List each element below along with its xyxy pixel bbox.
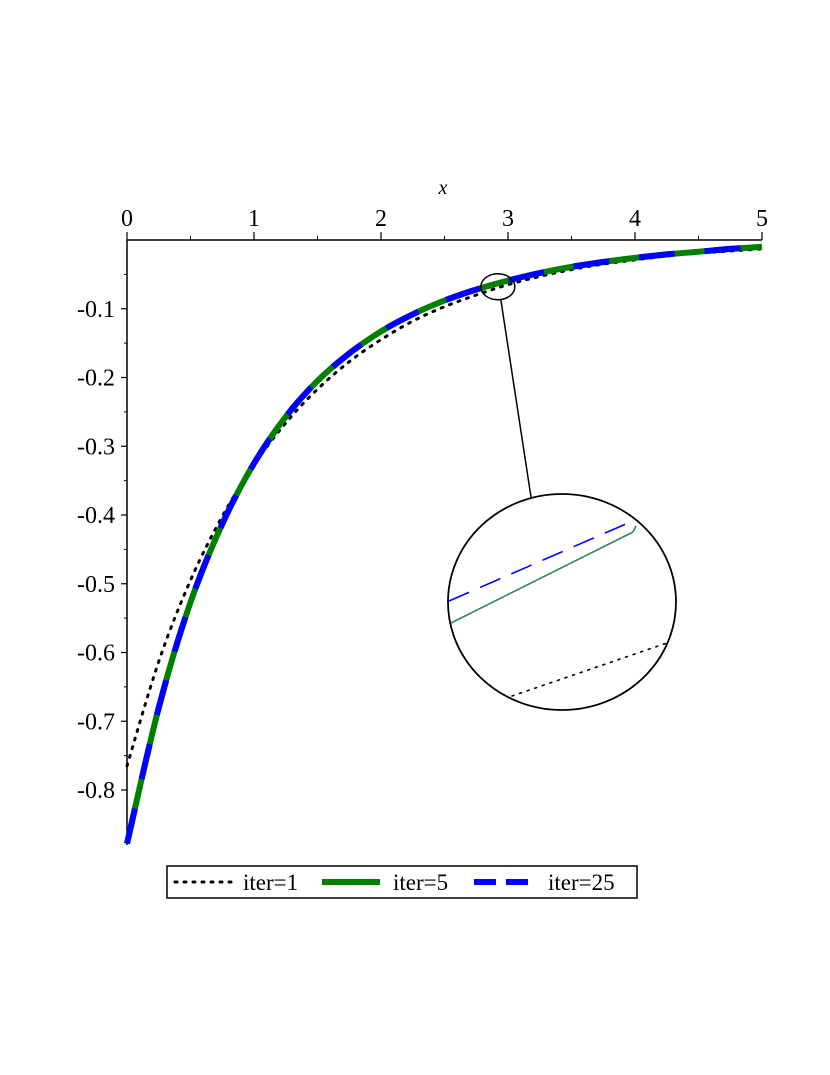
series-layer [124,243,764,845]
legend-box [166,865,638,899]
x-tick-label: 3 [502,206,514,232]
x-tick-label: 5 [756,206,768,232]
axes: 0 1 2 3 4 5 -0.1 -0.2 -0.3 -0.4 -0.5 -0.6 -0.7 -0.8 [77,206,768,845]
x-tick-label: 1 [248,206,260,232]
zoom-series-iter-1 [511,642,668,697]
y-tick-label: -0.6 [77,641,115,667]
zoom-series-iter-5 [450,531,634,624]
zoom-focus-ring [480,273,516,301]
zoom-series-tick [632,525,637,533]
y-tick-label: -0.7 [77,709,115,735]
zoom-inset [447,273,677,711]
zoom-lens [447,493,677,711]
legend: iter=1 iter=5 iter=25 [166,865,638,899]
series-line-3 [124,243,763,845]
legend-label-1: iter=1 [243,870,298,895]
zoom-connector-line [500,299,532,498]
y-tick-label: -0.2 [77,366,115,392]
x-tick-label: 2 [375,206,387,232]
y-tick-label: -0.4 [77,503,115,529]
x-axis-title: x [438,177,448,199]
y-tick-label: -0.8 [77,778,115,804]
y-tick-label: -0.3 [77,434,115,460]
series-line-1 [125,247,764,768]
y-tick-label: -0.1 [77,297,115,323]
series-line-2 [124,243,763,845]
legend-label-2: iter=5 [393,870,448,895]
legend-label-3: iter=25 [548,870,615,895]
y-tick-label: -0.5 [77,572,115,598]
x-tick-label: 0 [121,206,133,232]
x-tick-label: 4 [629,206,641,232]
